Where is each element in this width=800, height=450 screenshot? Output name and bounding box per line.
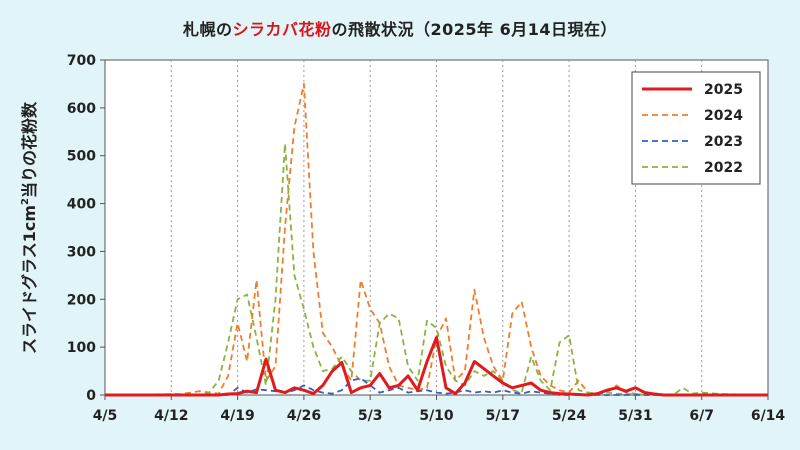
legend-box — [631, 71, 761, 185]
x-tick-label: 4/12 — [154, 408, 188, 424]
x-tick-label: 5/24 — [552, 408, 587, 424]
x-tick-label: 4/26 — [287, 408, 321, 424]
x-tick-label: 6/7 — [689, 408, 714, 424]
legend-label-2025: 2025 — [704, 82, 743, 98]
x-tick-label: 4/19 — [220, 408, 254, 424]
x-tick-label: 5/10 — [419, 408, 454, 424]
y-tick-label: 100 — [67, 340, 96, 356]
series-lines — [104, 83, 769, 397]
y-tick-label: 600 — [67, 101, 96, 117]
x-tick-label: 5/17 — [486, 408, 520, 424]
y-tick-label: 0 — [86, 388, 96, 404]
y-tick-label: 300 — [67, 244, 96, 260]
y-tick-label: 200 — [67, 292, 96, 308]
chart-title: 札幌のシラカバ花粉の飛散状況（2025年 6月14日現在） — [182, 20, 618, 39]
y-tick-label: 400 — [67, 197, 96, 213]
x-axis-ticks: 4/5 4/12 4/19 4/26 5/3 5/10 5/17 5/24 5/31 6/7 6/1… — [93, 395, 786, 424]
y-axis-ticks: 0 100 200 300 400 500 600 700 — [67, 53, 105, 404]
x-tick-label: 6/14 — [751, 408, 786, 424]
series-line-2024 — [104, 83, 768, 396]
x-tick-label: 4/5 — [93, 408, 118, 424]
legend-label-2024: 2024 — [704, 108, 743, 124]
legend: 2025 2024 2023 2022 — [631, 71, 761, 185]
legend-label-2022: 2022 — [704, 160, 743, 176]
x-tick-label: 5/3 — [358, 408, 383, 424]
x-tick-label: 5/31 — [618, 408, 652, 424]
series-line-2025 — [105, 336, 768, 397]
y-tick-label: 500 — [67, 149, 96, 165]
y-tick-label: 700 — [67, 53, 96, 69]
legend-label-2023: 2023 — [704, 134, 743, 150]
